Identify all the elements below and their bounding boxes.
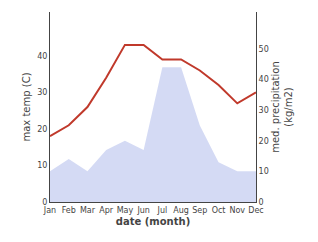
svg-text:med. precipitation(kg/m2): med. precipitation(kg/m2) <box>270 61 294 153</box>
svg-text:30: 30 <box>259 106 269 115</box>
svg-text:max temp (C): max temp (C) <box>21 72 32 141</box>
svg-text:Apr: Apr <box>99 206 114 215</box>
svg-text:10: 10 <box>37 161 47 170</box>
svg-text:date (month): date (month) <box>116 216 190 227</box>
svg-text:0: 0 <box>42 198 47 207</box>
svg-text:20: 20 <box>259 137 269 146</box>
svg-text:Dec: Dec <box>248 206 263 215</box>
svg-text:Jun: Jun <box>136 206 150 215</box>
svg-text:20: 20 <box>37 125 47 134</box>
svg-text:May: May <box>117 206 134 215</box>
svg-text:Sep: Sep <box>192 206 207 215</box>
svg-text:40: 40 <box>37 52 47 61</box>
svg-text:Oct: Oct <box>212 206 226 215</box>
svg-text:Feb: Feb <box>62 206 76 215</box>
svg-text:Nov: Nov <box>229 206 245 215</box>
svg-text:Mar: Mar <box>80 206 96 215</box>
svg-text:Jan: Jan <box>43 206 56 215</box>
svg-text:40: 40 <box>259 75 269 84</box>
svg-text:50: 50 <box>259 45 269 54</box>
svg-text:10: 10 <box>259 167 269 176</box>
svg-text:30: 30 <box>37 88 47 97</box>
svg-text:Aug: Aug <box>173 206 189 215</box>
svg-text:0: 0 <box>259 198 264 207</box>
svg-text:Jul: Jul <box>157 206 168 215</box>
